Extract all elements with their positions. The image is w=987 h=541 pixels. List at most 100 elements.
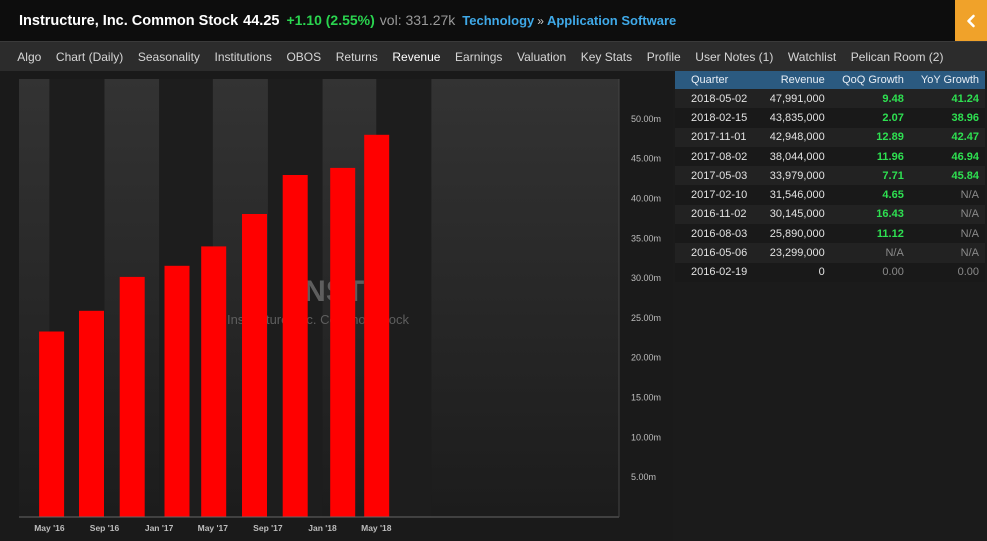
tab-algo[interactable]: Algo [17, 49, 42, 64]
col-revenue[interactable]: Revenue [758, 71, 831, 89]
y-tick-label: 10.00m [631, 432, 661, 442]
cell-quarter: 2016-02-19 [675, 262, 759, 282]
y-tick-label: 50.00m [631, 114, 661, 124]
y-tick-label: 25.00m [631, 313, 661, 323]
cell-qoq: 16.43 [830, 204, 910, 225]
cell-qoq: 11.12 [830, 224, 910, 244]
cell-quarter: 2016-11-02 [675, 204, 759, 225]
cell-yoy: 46.94 [909, 146, 985, 167]
x-tick-label: Jan '17 [145, 523, 174, 533]
revenue-bar[interactable] [201, 246, 227, 517]
revenue-bar[interactable] [330, 167, 356, 517]
revenue-bar[interactable] [164, 265, 190, 517]
revenue-bar[interactable] [39, 331, 65, 518]
tab-seasonality[interactable]: Seasonality [137, 49, 200, 64]
revenue-bar[interactable] [242, 214, 267, 517]
tab-user-notes-1[interactable]: User Notes (1) [695, 49, 774, 64]
cell-qoq: 11.96 [830, 146, 910, 167]
volume: vol: 331.27k [379, 12, 456, 28]
cell-revenue: 42,948,000 [758, 127, 831, 147]
y-tick-label: 5.00m [631, 472, 656, 482]
tab-profile[interactable]: Profile [646, 49, 681, 64]
tab-returns[interactable]: Returns [335, 49, 378, 64]
tab-watchlist[interactable]: Watchlist [787, 49, 837, 64]
cell-revenue: 38,044,000 [758, 146, 831, 167]
cell-revenue: 25,890,000 [758, 224, 831, 244]
tab-institutions[interactable]: Institutions [214, 49, 272, 64]
table-row: 2016-08-03 25,890,000 11.12 N/A [675, 224, 985, 244]
cell-yoy: 0.00 [909, 262, 985, 282]
table-row: 2016-02-19 0 0.00 0.00 [675, 262, 985, 282]
x-tick-label: May '17 [198, 523, 229, 533]
tab-chart-daily[interactable]: Chart (Daily) [55, 49, 124, 64]
revenue-table-panel: Quarter Revenue QoQ Growth YoY Growth 20… [675, 71, 987, 541]
x-tick-label: Sep '17 [253, 523, 283, 533]
table-header-row: Quarter Revenue QoQ Growth YoY Growth [675, 71, 985, 89]
col-yoy-growth[interactable]: YoY Growth [909, 71, 985, 89]
cell-yoy: N/A [909, 243, 985, 263]
collapse-button[interactable] [955, 0, 987, 41]
cell-qoq: 12.89 [830, 127, 910, 147]
cell-revenue: 0 [758, 262, 831, 282]
cell-qoq: 2.07 [830, 108, 910, 128]
sector-link[interactable]: Technology [462, 13, 535, 28]
tab-pelican-room-2[interactable]: Pelican Room (2) [850, 49, 944, 64]
y-tick-label: 35.00m [631, 233, 661, 243]
x-tick-label: Jan '18 [308, 523, 337, 533]
table-row: 2018-05-02 47,991,000 9.48 41.24 [675, 89, 985, 109]
stock-price: 44.25 [243, 13, 280, 29]
table-row: 2017-11-01 42,948,000 12.89 42.47 [675, 127, 985, 147]
tab-bar: Algo Chart (Daily) Seasonality Institutions… [0, 41, 987, 71]
quote-header: Instructure, Inc. Common Stock 44.25 +1.… [0, 0, 987, 41]
tab-earnings[interactable]: Earnings [455, 49, 503, 64]
revenue-chart: INST Instructure, Inc. Common Stock 5.00… [0, 71, 673, 541]
cell-yoy: 38.96 [909, 108, 985, 128]
cell-yoy: 42.47 [909, 127, 985, 147]
table-row: 2016-11-02 30,145,000 16.43 N/A [675, 204, 985, 225]
breadcrumb-separator: » [537, 14, 544, 28]
cell-revenue: 43,835,000 [758, 108, 831, 128]
tab-obos[interactable]: OBOS [286, 49, 322, 64]
revenue-bar[interactable] [79, 310, 104, 517]
table-row: 2017-02-10 31,546,000 4.65 N/A [675, 185, 985, 205]
cell-quarter: 2017-08-02 [675, 146, 759, 167]
cell-quarter: 2016-05-06 [675, 243, 759, 263]
cell-yoy: N/A [909, 204, 985, 225]
revenue-bar[interactable] [282, 175, 308, 517]
table-row: 2016-05-06 23,299,000 N/A N/A [675, 243, 985, 263]
cell-qoq: 4.65 [830, 185, 910, 205]
industry-link[interactable]: Application Software [546, 13, 677, 28]
table-row: 2017-08-02 38,044,000 11.96 46.94 [675, 146, 985, 167]
tab-key-stats[interactable]: Key Stats [580, 49, 633, 64]
cell-yoy: 41.24 [909, 89, 985, 109]
table-row: 2017-05-03 33,979,000 7.71 45.84 [675, 166, 985, 186]
col-quarter[interactable]: Quarter [675, 71, 759, 89]
y-tick-label: 20.00m [631, 353, 661, 363]
cell-qoq: 7.71 [830, 166, 910, 186]
cell-revenue: 47,991,000 [758, 89, 831, 109]
x-tick-label: May '16 [34, 523, 65, 533]
cell-quarter: 2017-11-01 [675, 127, 759, 147]
cell-quarter: 2018-02-15 [675, 108, 759, 128]
table-row: 2018-02-15 43,835,000 2.07 38.96 [675, 108, 985, 128]
stock-title: Instructure, Inc. Common Stock [19, 13, 239, 29]
cell-yoy: N/A [909, 224, 985, 244]
cell-yoy: N/A [909, 185, 985, 205]
y-tick-label: 40.00m [631, 194, 661, 204]
revenue-table: Quarter Revenue QoQ Growth YoY Growth 20… [675, 71, 985, 282]
tab-revenue[interactable]: Revenue [392, 49, 441, 64]
cell-revenue: 31,546,000 [758, 185, 831, 205]
cell-quarter: 2018-05-02 [675, 89, 759, 109]
revenue-bar[interactable] [119, 276, 145, 517]
cell-quarter: 2017-02-10 [675, 185, 759, 205]
tab-valuation[interactable]: Valuation [516, 49, 567, 64]
cell-qoq: N/A [830, 243, 910, 263]
cell-revenue: 23,299,000 [758, 243, 831, 263]
price-change: +1.10 (2.55%) [286, 12, 375, 28]
cell-quarter: 2016-08-03 [675, 224, 759, 244]
revenue-bar[interactable] [364, 134, 390, 518]
cell-revenue: 30,145,000 [758, 204, 831, 225]
x-tick-label: May '18 [361, 523, 392, 533]
col-qoq-growth[interactable]: QoQ Growth [830, 71, 910, 89]
revenue-chart-svg: INST Instructure, Inc. Common Stock 5.00… [19, 79, 661, 533]
